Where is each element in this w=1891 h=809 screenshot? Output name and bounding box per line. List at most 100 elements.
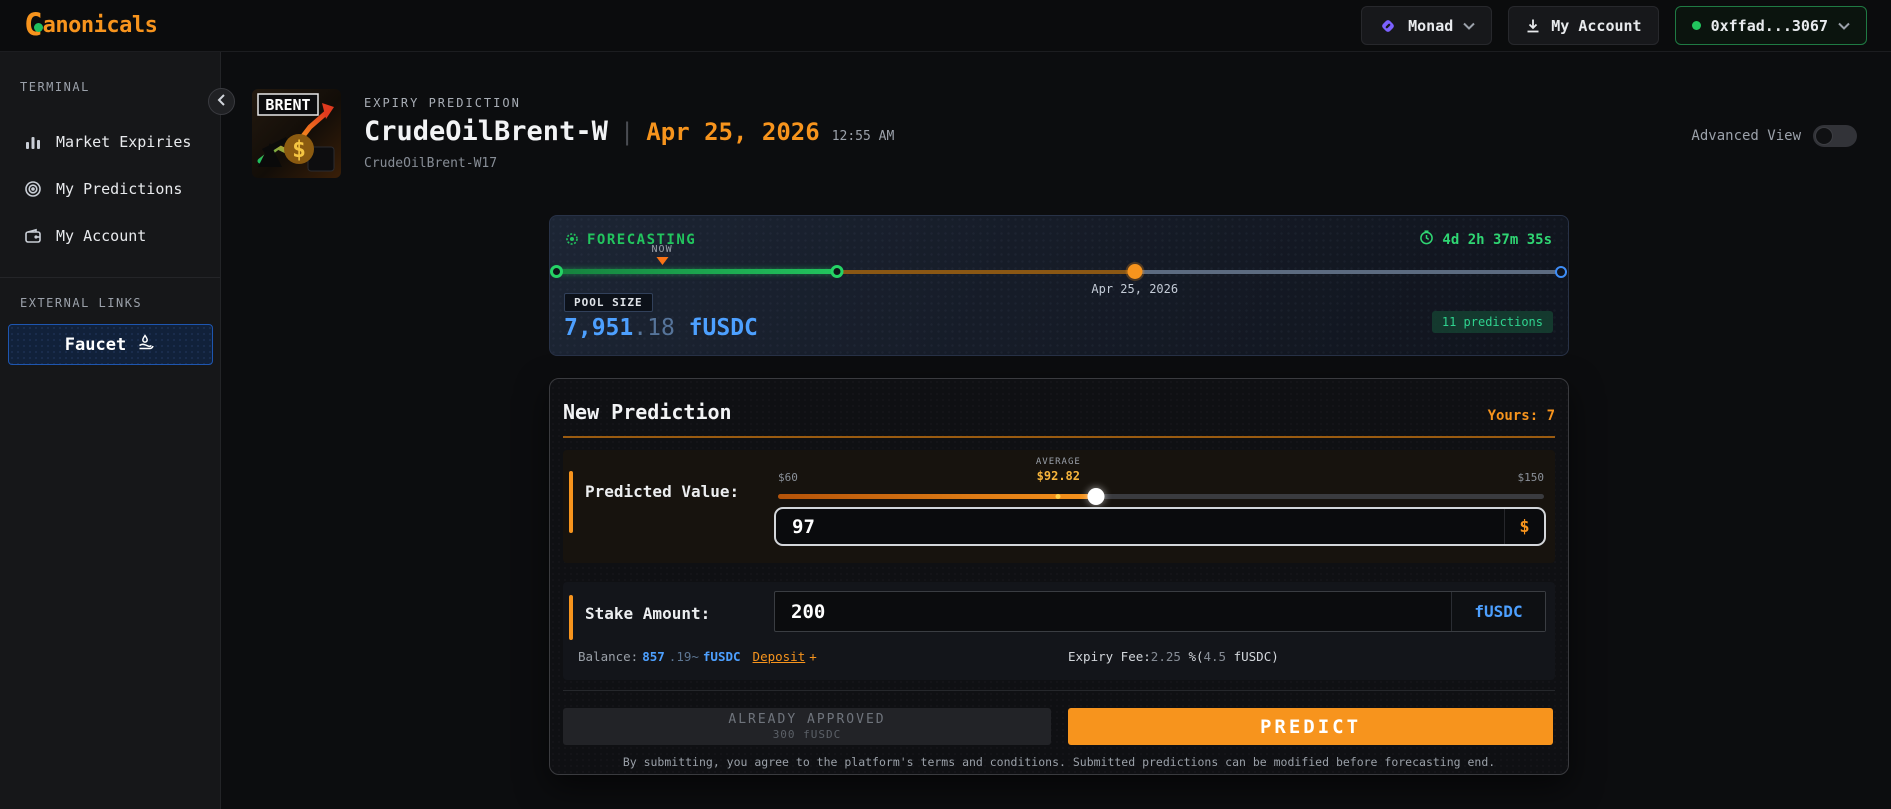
orange-accent-bar	[569, 595, 573, 640]
predictions-count-badge: 11 predictions	[1431, 311, 1553, 333]
stake-amount-input[interactable]	[775, 592, 1451, 631]
deposit-link[interactable]: Deposit	[752, 649, 806, 664]
predicted-value-input[interactable]	[776, 509, 1504, 544]
svg-text:$: $	[292, 137, 306, 163]
yours-count: Yours: 7	[1487, 408, 1555, 424]
connection-status-dot-icon	[1691, 21, 1701, 30]
deposit-plus-icon[interactable]: +	[809, 649, 817, 664]
bar-chart-icon	[24, 133, 42, 151]
chevron-down-icon	[1463, 22, 1475, 30]
predicted-value-input-wrap: $	[774, 507, 1546, 546]
already-approved-button[interactable]: ALREADY APPROVED 300 fUSDC	[563, 708, 1051, 745]
timeline-start-dot	[550, 265, 563, 278]
now-label: NOW	[651, 244, 673, 255]
average-value: $92.82	[1036, 469, 1081, 483]
countdown: 4d 2h 37m 35s	[1419, 230, 1552, 249]
balance-dec: .19~	[668, 649, 699, 664]
market-thumbnail: $ BRENT	[252, 89, 341, 178]
advanced-view-label: Advanced View	[1691, 128, 1801, 144]
forecasting-status-dot-icon	[566, 230, 578, 249]
market-subtitle: CrudeOilBrent-W17	[364, 156, 498, 171]
timeline-segment-forecasting	[554, 269, 837, 274]
advanced-view-toggle[interactable]	[1813, 125, 1857, 147]
fusdc-suffix: fUSDC	[1451, 592, 1545, 631]
faucet-button[interactable]: Faucet	[8, 324, 213, 365]
predict-button[interactable]: PREDICT	[1068, 708, 1553, 745]
app-logo[interactable]: C anonicals	[24, 10, 158, 41]
wallet-icon	[24, 227, 42, 245]
wallet-address: 0xffad...3067	[1710, 16, 1828, 35]
faucet-hand-icon	[136, 332, 156, 357]
sidebar-item-my-account[interactable]: My Account	[0, 212, 220, 259]
pool-size-badge: POOL SIZE	[564, 293, 653, 312]
predicted-value-label: Predicted Value:	[585, 482, 740, 501]
approved-line1: ALREADY APPROVED	[728, 712, 886, 727]
fee-pct: 2.25	[1150, 649, 1181, 664]
network-select-button[interactable]: Monad	[1361, 6, 1493, 45]
download-icon	[1525, 18, 1541, 34]
sidebar-item-label: Market Expiries	[56, 132, 192, 151]
timeline-forecast-end-dot	[830, 265, 844, 278]
sidebar-nav: Market Expiries My Predictions My Accoun…	[0, 118, 220, 259]
network-label: Monad	[1408, 16, 1454, 35]
market-eyebrow: EXPIRY PREDICTION	[364, 96, 521, 110]
forecasting-timeline-card: FORECASTING 4d 2h 37m 35s NOW Apr 25, 20…	[549, 215, 1569, 356]
average-caption: AVERAGE	[1035, 457, 1081, 467]
slider-average-marker: AVERAGE $92.82	[1036, 457, 1081, 483]
pool-currency: fUSDC	[688, 315, 758, 341]
stake-amount-label: Stake Amount:	[585, 604, 711, 623]
thumbnail-brent-text: BRENT	[265, 96, 310, 114]
slider-max-label: $150	[1517, 471, 1545, 484]
slider-knob[interactable]	[1087, 488, 1105, 505]
prediction-card-title: New Prediction	[563, 400, 732, 424]
forecasting-status-label: FORECASTING	[587, 231, 697, 248]
predicted-value-section: Predicted Value: $60 $150 AVERAGE $92.82…	[563, 450, 1555, 563]
now-triangle-icon	[656, 257, 669, 265]
predicted-value-slider: $60 $150 AVERAGE $92.82	[778, 456, 1544, 508]
market-title: CrudeOilBrent-W	[364, 116, 608, 147]
wallet-address-button[interactable]: 0xffad...3067	[1674, 6, 1867, 45]
monad-diamond-icon	[1378, 16, 1398, 36]
market-header: EXPIRY PREDICTION CrudeOilBrent-W | Apr …	[364, 96, 894, 171]
expiry-date: Apr 25, 2026	[646, 118, 820, 146]
sidebar-collapse-button[interactable]	[208, 88, 235, 115]
faucet-button-label: Faucet	[64, 334, 127, 355]
sidebar-item-market-expiries[interactable]: Market Expiries	[0, 118, 220, 165]
card-divider	[563, 690, 1555, 691]
chevron-down-icon	[1838, 22, 1850, 30]
title-separator: |	[619, 118, 635, 146]
forecasting-status: FORECASTING	[566, 230, 696, 249]
prediction-card-header: New Prediction Yours: 7	[563, 379, 1555, 438]
sidebar-section-terminal: TERMINAL	[20, 80, 90, 94]
advanced-view-control: Advanced View	[1691, 125, 1857, 147]
timeline-expiry-dot	[1127, 264, 1143, 279]
sidebar-item-label: My Predictions	[56, 179, 183, 198]
stake-amount-input-wrap: fUSDC	[774, 591, 1546, 632]
chevron-left-icon	[217, 94, 226, 109]
my-account-button[interactable]: My Account	[1508, 6, 1659, 45]
logo-icon: C	[24, 10, 43, 41]
orange-accent-bar	[569, 471, 573, 533]
topbar: C anonicals Monad My Account	[0, 0, 1891, 52]
topbar-actions: Monad My Account 0xffad...3067	[1361, 6, 1867, 45]
countdown-text: 4d 2h 37m 35s	[1442, 231, 1552, 248]
pool-value: 7,951.18 fUSDC	[564, 315, 758, 341]
dollar-suffix: $	[1504, 509, 1544, 544]
fee-currency: fUSDC)	[1233, 649, 1279, 664]
sidebar-item-my-predictions[interactable]: My Predictions	[0, 165, 220, 212]
now-marker: NOW	[652, 244, 673, 265]
timeline-segment-waiting	[836, 270, 1135, 274]
slider-min-label: $60	[778, 471, 798, 484]
sidebar: TERMINAL Market Expiries My Predictions …	[0, 52, 221, 809]
slider-track[interactable]	[778, 488, 1544, 505]
pool-value-int: 7,951	[564, 315, 634, 341]
balance-int: 857	[642, 649, 665, 664]
disclaimer-text: By submitting, you agree to the platform…	[622, 755, 1496, 769]
sidebar-item-label: My Account	[56, 226, 147, 245]
stake-amount-section: Stake Amount: fUSDC Balance: 857.19~ fUS…	[563, 582, 1555, 680]
new-prediction-card: New Prediction Yours: 7 Predicted Value:…	[549, 378, 1569, 775]
my-account-label: My Account	[1551, 16, 1642, 35]
slider-fill	[778, 494, 1096, 499]
timeline-end-dot	[1555, 266, 1567, 278]
slider-average-dot	[1055, 494, 1061, 499]
